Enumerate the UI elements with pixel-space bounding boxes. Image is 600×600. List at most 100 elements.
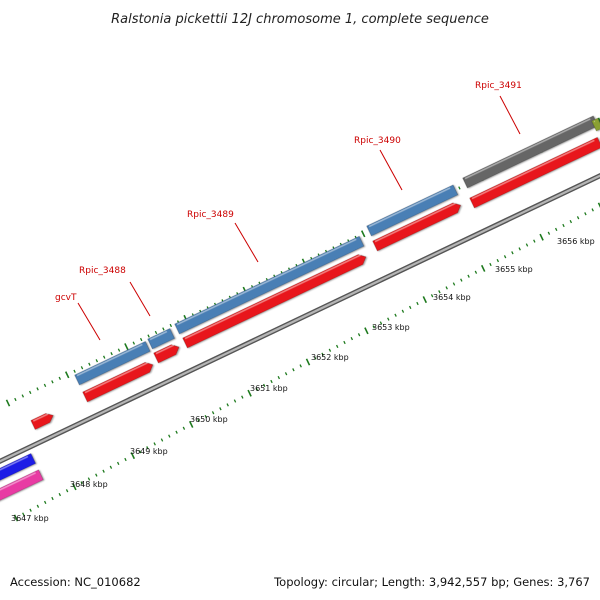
scale-label-3654: 3654 kbp (433, 293, 471, 302)
lower-tick (43, 500, 47, 505)
lower-tick (597, 202, 600, 208)
lower-tick (22, 512, 25, 516)
gene-blue-left (0, 453, 36, 485)
lower-tick (562, 223, 565, 228)
gene-rpic-3489-reverse (182, 254, 367, 349)
gene-label-rpic-3491: Rpic_3491 (475, 81, 522, 91)
lower-tick (211, 411, 215, 415)
lower-tick (445, 286, 448, 290)
gene-rpic-3491-reverse (469, 136, 600, 209)
upper-tick (147, 334, 150, 338)
lower-tick (438, 290, 441, 294)
upper-tick (458, 186, 461, 190)
scale-label-3647: 3647 kbp (11, 514, 49, 523)
gene-gcvt-reverse (82, 362, 154, 403)
upper-tick (43, 383, 47, 388)
lower-tick (408, 305, 412, 310)
lower-tick (29, 508, 32, 512)
lower-tick (460, 278, 463, 282)
lower-tick (168, 434, 171, 438)
upper-tick (88, 362, 91, 366)
upper-tick (80, 366, 84, 370)
lower-tick (197, 418, 200, 423)
lower-tick (576, 216, 580, 220)
upper-tick (102, 355, 106, 359)
upper-tick (36, 387, 39, 391)
upper-tick (58, 376, 62, 380)
lower-tick (160, 438, 164, 442)
lower-tick (124, 457, 127, 462)
gene-label-gcvt: gcvT (55, 293, 77, 303)
lower-tick (343, 340, 346, 345)
scale-label-3655: 3655 kbp (495, 265, 533, 274)
lower-tick (547, 231, 551, 235)
lower-tick (496, 258, 500, 263)
upper-tick (169, 323, 173, 328)
lower-tick (188, 420, 194, 428)
lower-tick (518, 247, 521, 251)
lower-tick (569, 219, 573, 224)
gene-rpic-3488-reverse (153, 344, 180, 364)
gene-rpic-3490-forward (366, 184, 459, 237)
lower-tick (80, 481, 83, 485)
lower-tick (430, 294, 434, 298)
gene-small-reverse (30, 413, 54, 430)
lower-tick (146, 446, 149, 450)
upper-tick (117, 348, 121, 352)
lower-tick (13, 514, 19, 522)
lower-tick (65, 489, 69, 493)
upper-tick (132, 341, 136, 345)
lower-tick (284, 372, 288, 376)
scale-label-3648: 3648 kbp (70, 480, 108, 489)
upper-tick (21, 394, 25, 398)
lower-tick (138, 450, 142, 454)
lower-tick (335, 344, 339, 349)
lower-tick (255, 387, 259, 391)
upper-tick (51, 380, 54, 384)
scale-label-3653: 3653 kbp (372, 323, 410, 332)
lower-tick (109, 465, 113, 469)
gene-label-rpic-3488: Rpic_3488 (79, 266, 126, 276)
lower-tick (533, 239, 536, 243)
lower-tick (95, 473, 98, 477)
lower-tick (364, 327, 369, 335)
lower-tick (182, 426, 186, 430)
upper-tick (110, 352, 113, 356)
upper-tick (154, 330, 158, 335)
lower-tick (467, 274, 470, 278)
lower-tick (153, 442, 156, 446)
lower-tick (416, 301, 419, 306)
upper-tick (139, 337, 143, 342)
lower-tick (372, 325, 375, 329)
lower-tick (350, 336, 354, 341)
lower-tick (116, 461, 120, 466)
lower-tick (292, 368, 295, 372)
lower-tick (262, 383, 266, 388)
lower-tick (226, 403, 229, 407)
scale-label-3650: 3650 kbp (190, 415, 228, 424)
lower-tick (130, 452, 136, 460)
lower-tick (241, 395, 244, 399)
lower-tick (554, 227, 558, 232)
lower-tick (328, 348, 332, 352)
gene-rpic-3490-reverse (372, 202, 462, 252)
upper-tick (64, 371, 70, 379)
gene-label-rpic-3490: Rpic_3490 (354, 136, 401, 146)
lower-tick (277, 375, 281, 380)
upper-tick (95, 359, 99, 363)
lower-tick (539, 233, 544, 241)
lower-tick (357, 333, 361, 337)
upper-tick (5, 399, 11, 407)
scale-label-3656: 3656 kbp (557, 237, 595, 246)
lower-tick (72, 483, 77, 491)
upper-tick (73, 369, 76, 373)
lower-tick (379, 321, 383, 325)
lower-tick (51, 496, 54, 501)
lower-tick (247, 389, 252, 397)
lower-tick (314, 356, 317, 360)
lower-tick (299, 364, 302, 368)
lower-tick (87, 477, 91, 481)
lower-tick (584, 212, 587, 216)
upper-tick (597, 117, 600, 123)
